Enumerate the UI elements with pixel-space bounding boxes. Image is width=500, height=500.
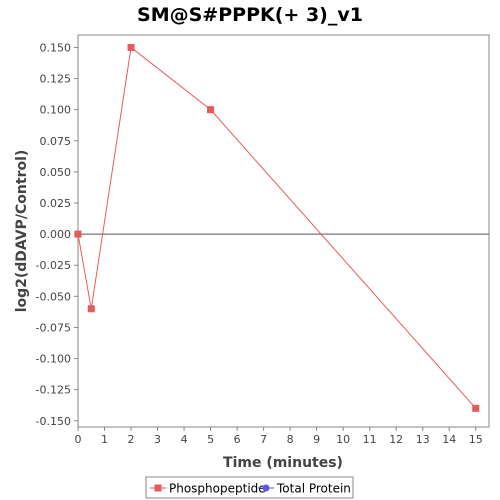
data-point (87, 305, 95, 313)
y-tick-label: 0.125 (40, 73, 72, 86)
x-tick-label: 4 (181, 433, 188, 446)
x-tick-label: 2 (128, 433, 135, 446)
y-tick-label: -0.100 (36, 353, 71, 366)
y-tick-label: -0.150 (36, 415, 71, 428)
x-tick-label: 13 (416, 433, 430, 446)
y-tick-label: 0.000 (40, 228, 72, 241)
x-tick-label: 15 (469, 433, 483, 446)
legend-marker-circle (262, 484, 270, 492)
y-tick-label: -0.125 (36, 384, 71, 397)
y-tick-label: 0.075 (40, 135, 72, 148)
x-tick-label: 12 (389, 433, 403, 446)
x-tick-label: 0 (75, 433, 82, 446)
data-point (127, 43, 135, 51)
legend: Phosphopeptide Total Protein (145, 476, 354, 499)
y-tick-label: -0.050 (36, 290, 71, 303)
x-tick-label: 11 (363, 433, 377, 446)
data-point (207, 106, 215, 114)
x-tick-label: 7 (260, 433, 267, 446)
x-tick-label: 14 (442, 433, 456, 446)
x-axis-label: Time (minutes) (223, 455, 343, 471)
x-tick-label: 5 (207, 433, 214, 446)
chart-title: SM@S#PPPK(+ 3)_v1 (137, 4, 363, 26)
x-tick-label: 8 (287, 433, 294, 446)
x-tick-label: 1 (101, 433, 108, 446)
y-tick-label: -0.075 (36, 321, 71, 334)
legend-marker-square (154, 484, 162, 492)
y-tick-label: 0.050 (40, 166, 72, 179)
data-point (472, 404, 480, 412)
data-point (74, 230, 82, 238)
plot-area (77, 34, 490, 428)
y-tick-label: 0.150 (40, 41, 72, 54)
y-tick-label: 0.025 (40, 197, 72, 210)
x-tick-label: 10 (336, 433, 350, 446)
legend-label: Total Protein (276, 482, 351, 496)
y-tick-label: -0.025 (36, 259, 71, 272)
x-tick-label: 6 (234, 433, 241, 446)
x-tick-label: 3 (154, 433, 161, 446)
legend-box (145, 476, 354, 499)
y-axis-label: log2(dDAVP/Control) (14, 150, 30, 313)
legend-label: Phosphopeptide (169, 482, 266, 496)
y-tick-label: 0.100 (40, 104, 72, 117)
x-tick-label: 9 (313, 433, 320, 446)
